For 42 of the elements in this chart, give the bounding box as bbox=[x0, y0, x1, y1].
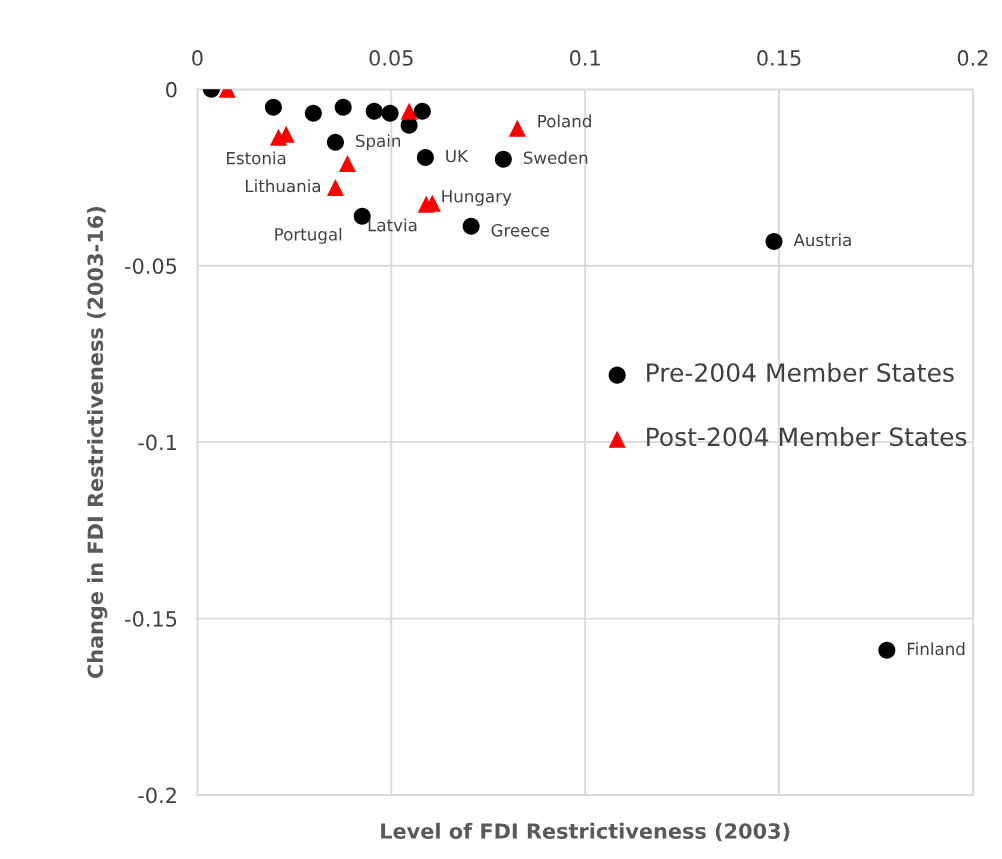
annotation: Greece bbox=[491, 224, 550, 237]
y-axis-title: Change in FDI Restrictiveness (2003-16) bbox=[87, 207, 108, 679]
x-tick-label: 0.15 bbox=[757, 50, 801, 66]
annotation: Sweden bbox=[523, 151, 588, 165]
point bbox=[878, 641, 896, 659]
point bbox=[334, 98, 352, 116]
point bbox=[494, 150, 512, 168]
y-tick-label: -0.15 bbox=[125, 611, 177, 627]
annotation: UK bbox=[446, 149, 469, 163]
annotation: Hungary bbox=[442, 190, 512, 206]
point bbox=[400, 102, 418, 120]
point bbox=[304, 104, 322, 122]
point bbox=[416, 148, 434, 166]
point bbox=[264, 98, 282, 116]
legend-label: Pre-2004 Member States bbox=[647, 362, 954, 383]
x-tick-label: 0.05 bbox=[369, 50, 413, 66]
annotation: Austria bbox=[793, 233, 851, 247]
point bbox=[462, 217, 480, 235]
point bbox=[365, 102, 383, 120]
point bbox=[381, 104, 399, 122]
y-tick-label: -0.1 bbox=[138, 434, 177, 451]
point bbox=[326, 178, 344, 196]
annotation: Estonia bbox=[227, 151, 286, 165]
x-axis-title: Level of FDI Restrictiveness (2003) bbox=[381, 822, 790, 842]
x-tick-label: 0 bbox=[192, 50, 203, 66]
x-tick-label: 0.2 bbox=[957, 50, 988, 66]
legend-label: Post-2004 Member States bbox=[647, 426, 967, 447]
point bbox=[765, 232, 783, 250]
annotation: Latvia bbox=[368, 218, 417, 232]
y-tick-label: -0.05 bbox=[125, 258, 177, 274]
point bbox=[508, 119, 526, 137]
point bbox=[326, 133, 344, 151]
y-tick-label: -0.2 bbox=[138, 787, 176, 804]
annotation: Poland bbox=[538, 114, 591, 128]
point bbox=[413, 102, 431, 120]
annotation: Lithuania bbox=[245, 179, 321, 193]
annotation: Spain bbox=[355, 134, 401, 151]
annotation: Portugal bbox=[275, 227, 342, 244]
annotation: Finland bbox=[907, 642, 965, 656]
x-tick-label: 0.1 bbox=[569, 50, 600, 66]
point bbox=[338, 154, 356, 172]
y-tick-label: 0 bbox=[166, 81, 177, 98]
